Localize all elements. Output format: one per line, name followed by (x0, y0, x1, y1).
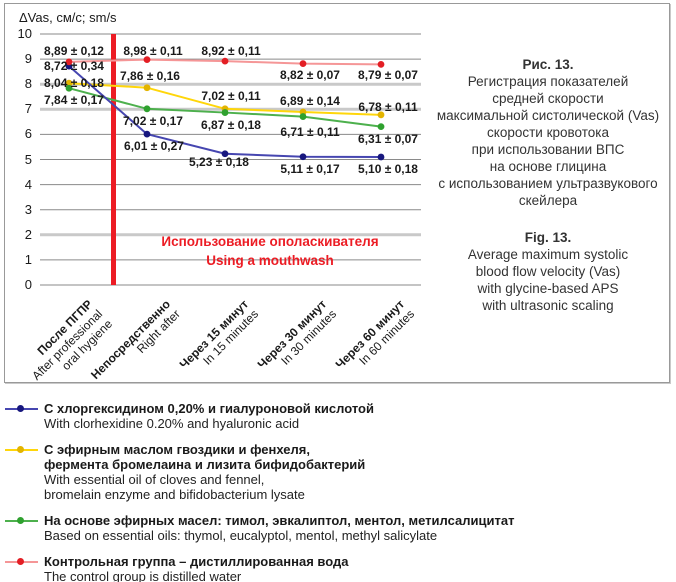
legend-label-ru: Контрольная группа – дистиллированная во… (44, 554, 349, 569)
series-marker-icon (65, 58, 73, 66)
legend-item-text: На основе эфирных масел: тимол, эвкалипт… (44, 513, 514, 543)
legend-item-cloves_fennel: С эфирным маслом гвоздики и фенхеля, ферм… (4, 442, 514, 502)
data-label-essential_oils: 7,02 ± 0,17 (123, 114, 183, 128)
series-marker-icon (221, 109, 229, 116)
series-marker-icon (143, 130, 151, 138)
legend-label-en: With essential oil of cloves and fennel, (44, 472, 265, 487)
y-tick-label: 10 (17, 26, 32, 41)
data-label-chlorhexidine: 5,11 ± 0,17 (280, 162, 340, 176)
data-label-cloves_fennel: 6,89 ± 0,14 (280, 94, 340, 108)
y-tick-label: 3 (24, 201, 32, 217)
data-label-cloves_fennel: 8,04 ± 0,18 (44, 76, 104, 90)
legend-item-essential_oils: На основе эфирных масел: тимол, эвкалипт… (4, 513, 514, 543)
figure-caption-ru: Рис. 13. Регистрация показателей средней … (430, 56, 666, 209)
data-label-chlorhexidine: 6,01 ± 0,27 (124, 139, 184, 153)
series-marker-icon (377, 123, 385, 131)
y-tick-label: 2 (24, 226, 32, 242)
series-marker-icon (143, 56, 151, 64)
mouthwash-annotation-ru: Использование ополаскивателя (161, 234, 379, 249)
series-marker-icon (143, 105, 151, 113)
legend-item-control: Контрольная группа – дистиллированная во… (4, 554, 514, 582)
figure-caption-en: Fig. 13. Average maximum systolic blood f… (430, 229, 666, 314)
caption-line: Регистрация показателей (467, 74, 629, 89)
data-label-cloves_fennel: 7,02 ± 0,11 (201, 89, 261, 103)
data-label-control: 8,89 ± 0,12 (44, 44, 104, 58)
data-label-essential_oils: 6,71 ± 0,11 (280, 125, 340, 139)
data-label-chlorhexidine: 5,10 ± 0,18 (358, 162, 418, 176)
caption-line: скорости кровотока (487, 125, 609, 140)
mouthwash-annotation-en: Using a mouthwash (206, 253, 334, 268)
data-label-chlorhexidine: 5,23 ± 0,18 (189, 155, 249, 169)
data-label-essential_oils: 6,31 ± 0,07 (358, 132, 418, 146)
series-marker-icon (221, 150, 229, 158)
legend-label-en: bromelain enzyme and bifidobacterium lys… (44, 487, 305, 502)
series-marker-icon (4, 554, 44, 569)
series-marker-icon (4, 513, 44, 528)
legend-label-ru: На основе эфирных масел: тимол, эвкалипт… (44, 513, 515, 528)
series-marker-icon (65, 84, 73, 92)
series-marker-icon (299, 60, 307, 68)
legend-label-en: The control group is distilled water (44, 569, 242, 582)
caption-line: на основе глицина (489, 159, 607, 174)
data-label-cloves_fennel: 6,78 ± 0,11 (358, 100, 418, 114)
legend-item-text: С эфирным маслом гвоздики и фенхеля, ферм… (44, 442, 365, 502)
y-tick-label: 8 (24, 76, 32, 92)
line-chart (40, 33, 421, 286)
caption-line: скейлера (518, 193, 578, 208)
data-label-control: 8,98 ± 0,11 (123, 44, 183, 58)
legend-label-ru: С эфирным маслом гвоздики и фенхеля, (44, 442, 310, 457)
legend-item-chlorhexidine: С хлоргексидином 0,20% и гиалуроновой ки… (4, 401, 514, 431)
y-tick-label: 9 (24, 51, 32, 67)
data-label-control: 8,79 ± 0,07 (358, 68, 418, 82)
series-marker-icon (377, 60, 385, 68)
data-label-cloves_fennel: 7,86 ± 0,16 (120, 69, 180, 83)
legend-label-en: With clorhexidine 0.20% and hyaluronic a… (44, 416, 300, 431)
caption-line: с использованием ультразвукового (438, 176, 658, 191)
series-marker-icon (377, 153, 385, 161)
y-tick-label: 5 (24, 151, 32, 167)
data-label-essential_oils: 7,84 ± 0,17 (44, 93, 104, 107)
data-label-essential_oils: 6,87 ± 0,18 (201, 118, 261, 132)
data-label-control: 8,82 ± 0,07 (280, 68, 340, 82)
legend-item-text: С хлоргексидином 0,20% и гиалуроновой ки… (44, 401, 374, 431)
y-tick-label: 7 (24, 101, 32, 117)
caption-line: максимальной систолической (Vas) (436, 108, 660, 123)
y-axis-title: ΔVas, см/с; sm/s (19, 10, 117, 25)
caption-line: средней скорости (492, 91, 604, 106)
series-marker-icon (299, 113, 307, 120)
y-tick-label: 0 (24, 277, 32, 292)
figure-caption: Рис. 13. Регистрация показателей средней … (430, 56, 666, 314)
y-tick-label: 6 (24, 126, 32, 142)
caption-line: Average maximum systolic (467, 247, 629, 262)
data-label-control: 8,92 ± 0,11 (201, 44, 261, 58)
y-tick-label: 1 (24, 251, 32, 267)
y-tick-label: 4 (24, 176, 32, 192)
caption-title-ru: Рис. 13. (522, 57, 574, 72)
legend-label-ru: фермента бромелаина и лизита бифидобакте… (44, 457, 366, 472)
series-marker-icon (65, 79, 73, 87)
data-label-chlorhexidine: 8,72 ± 0,34 (44, 59, 104, 73)
legend-item-text: Контрольная группа – дистиллированная во… (44, 554, 348, 582)
mouthwash-annotation: Использование ополаскивателя Using a mou… (118, 232, 422, 270)
caption-line: with ultrasonic scaling (482, 298, 614, 313)
series-marker-icon (221, 57, 229, 65)
caption-line: при использовании ВПС (471, 142, 625, 157)
series-marker-icon (299, 153, 307, 161)
series-marker-icon (4, 442, 44, 457)
legend-label-ru: С хлоргексидином 0,20% и гиалуроновой ки… (44, 401, 374, 416)
series-marker-icon (377, 111, 385, 119)
caption-line: with glycine-based APS (477, 281, 619, 296)
caption-line: blood flow velocity (Vas) (475, 264, 621, 279)
chart-legend: С хлоргексидином 0,20% и гиалуроновой ки… (4, 401, 514, 582)
legend-label-en: Based on essential oils: thymol, eucalyp… (44, 528, 438, 543)
series-marker-icon (4, 401, 44, 416)
series-marker-icon (143, 84, 151, 92)
caption-title-en: Fig. 13. (524, 230, 572, 245)
